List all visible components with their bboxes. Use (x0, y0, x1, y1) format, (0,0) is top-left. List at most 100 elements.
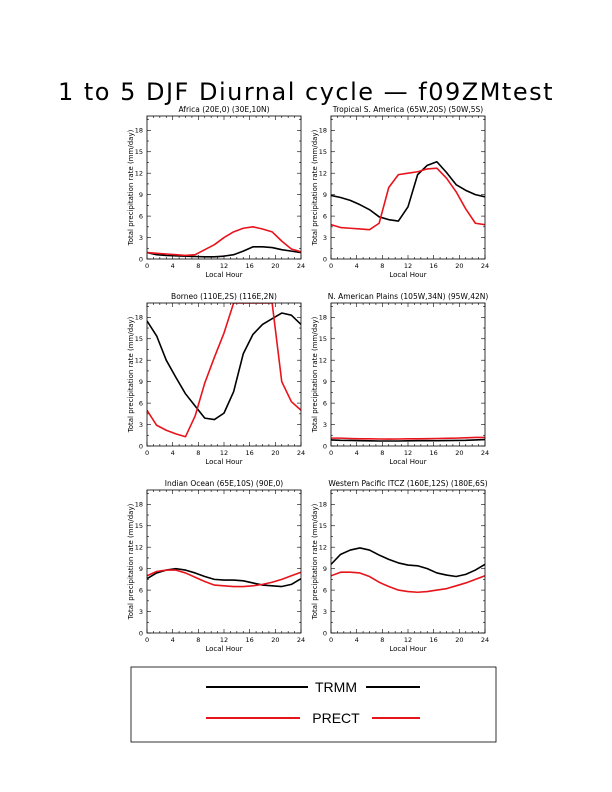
x-tick-label: 20 (455, 449, 463, 457)
series-group (147, 303, 301, 438)
legend-label-trmm: TRMM (315, 679, 357, 695)
x-tick-label: 24 (297, 636, 305, 644)
chart-panel-1: Tropical S. America (65W,20S) (50W,5S) 0 4… (311, 105, 489, 279)
y-tick-label: 18 (135, 314, 143, 322)
x-tick-label: 16 (430, 262, 438, 270)
x-tick-label: 12 (220, 636, 228, 644)
y-tick-label: 9 (323, 565, 327, 573)
y-tick-label: 15 (135, 148, 143, 156)
x-tick-label: 0 (329, 636, 333, 644)
y-tick-label: 18 (319, 127, 327, 135)
x-tick-label: 8 (380, 636, 384, 644)
x-tick-label: 12 (220, 262, 228, 270)
x-tick-label: 8 (196, 449, 200, 457)
y-axis-label: Total precipitation rate (mm/day) (127, 129, 135, 246)
x-tick-label: 12 (404, 449, 412, 457)
y-tick-label: 9 (139, 191, 143, 199)
series-line-prect (147, 226, 301, 257)
y-axis-label: Total precipitation rate (mm/day) (127, 316, 135, 433)
y-tick-label: 15 (319, 335, 327, 343)
x-tick-label: 4 (355, 636, 359, 644)
y-tick-label: 12 (319, 544, 327, 552)
y-tick-label: 3 (323, 608, 327, 616)
plot-frame (146, 489, 302, 634)
y-tick-label: 9 (139, 565, 143, 573)
series-group (331, 547, 485, 594)
y-tick-label: 12 (135, 357, 143, 365)
x-tick-label: 8 (380, 449, 384, 457)
legend: TRMM PRECT (130, 666, 497, 743)
x-tick-label: 4 (355, 262, 359, 270)
chart-panel-0: Africa (20E,0) (30E,10N) 0 4 8 12 16 20 24 0 3 6 9 1… (127, 105, 305, 279)
y-tick-label: 18 (135, 127, 143, 135)
y-tick-label: 15 (319, 522, 327, 530)
legend-label-prect: PRECT (312, 710, 360, 726)
x-axis-label: Local Hour (389, 458, 426, 466)
x-tick-label: 4 (171, 449, 175, 457)
x-tick-label: 0 (145, 449, 149, 457)
y-tick-label: 0 (323, 442, 327, 450)
x-tick-label: 16 (246, 449, 254, 457)
x-axis-label: Local Hour (205, 645, 242, 653)
series-line-trmm (147, 567, 301, 588)
series-line-prect (331, 571, 485, 594)
x-tick-label: 12 (404, 636, 412, 644)
y-tick-label: 15 (135, 522, 143, 530)
y-tick-label: 6 (139, 399, 143, 407)
x-tick-label: 8 (196, 262, 200, 270)
y-tick-label: 12 (135, 170, 143, 178)
series-line-trmm (331, 547, 485, 578)
plot-frame (146, 115, 302, 260)
panel-title: Tropical S. America (65W,20S) (50W,5S) (332, 105, 484, 114)
x-tick-label: 20 (271, 449, 279, 457)
x-tick-label: 4 (355, 449, 359, 457)
y-tick-label: 9 (323, 378, 327, 386)
x-tick-label: 16 (246, 262, 254, 270)
series-line-prect (331, 436, 485, 440)
series-group (331, 160, 485, 231)
y-tick-label: 3 (323, 234, 327, 242)
y-tick-label: 6 (139, 212, 143, 220)
panel-title: Western Pacific ITCZ (160E,12S) (180E,6S… (328, 479, 487, 488)
x-tick-label: 8 (196, 636, 200, 644)
x-tick-label: 0 (329, 262, 333, 270)
x-tick-label: 16 (246, 636, 254, 644)
x-tick-label: 4 (171, 262, 175, 270)
chart-panel-2: Borneo (110E,2S) (116E,2N) 0 4 8 12 16 20 24 0 3 6… (127, 292, 305, 466)
panel-title: N. American Plains (105W,34N) (95W,42N) (328, 292, 489, 301)
y-tick-label: 15 (319, 148, 327, 156)
x-tick-label: 0 (329, 449, 333, 457)
x-tick-label: 20 (455, 636, 463, 644)
series-line-prect (147, 303, 301, 438)
x-tick-label: 20 (455, 262, 463, 270)
y-tick-label: 3 (323, 421, 327, 429)
series-line-trmm (147, 246, 301, 258)
x-tick-label: 0 (145, 636, 149, 644)
x-axis-label: Local Hour (389, 645, 426, 653)
x-tick-label: 8 (380, 262, 384, 270)
chart-panel-5: Western Pacific ITCZ (160E,12S) (180E,6S… (311, 479, 489, 653)
series-line-prect (331, 167, 485, 231)
y-tick-label: 3 (139, 421, 143, 429)
y-axis-label: Total precipitation rate (mm/day) (311, 129, 319, 246)
panel-title: Africa (20E,0) (30E,10N) (178, 105, 269, 114)
y-tick-label: 3 (139, 234, 143, 242)
y-tick-label: 9 (323, 191, 327, 199)
x-tick-label: 24 (481, 636, 489, 644)
plot-frame (146, 302, 302, 447)
y-tick-label: 9 (139, 378, 143, 386)
y-tick-label: 0 (323, 629, 327, 637)
y-tick-label: 6 (323, 586, 327, 594)
y-tick-label: 6 (323, 399, 327, 407)
panel-title: Borneo (110E,2S) (116E,2N) (171, 292, 277, 301)
x-axis-label: Local Hour (389, 271, 426, 279)
y-tick-label: 18 (319, 501, 327, 509)
x-axis-label: Local Hour (205, 458, 242, 466)
series-line-prect (147, 569, 301, 588)
x-tick-label: 24 (481, 262, 489, 270)
plot-frame (330, 489, 486, 634)
x-tick-label: 24 (297, 449, 305, 457)
x-tick-label: 0 (145, 262, 149, 270)
y-tick-label: 0 (139, 442, 143, 450)
